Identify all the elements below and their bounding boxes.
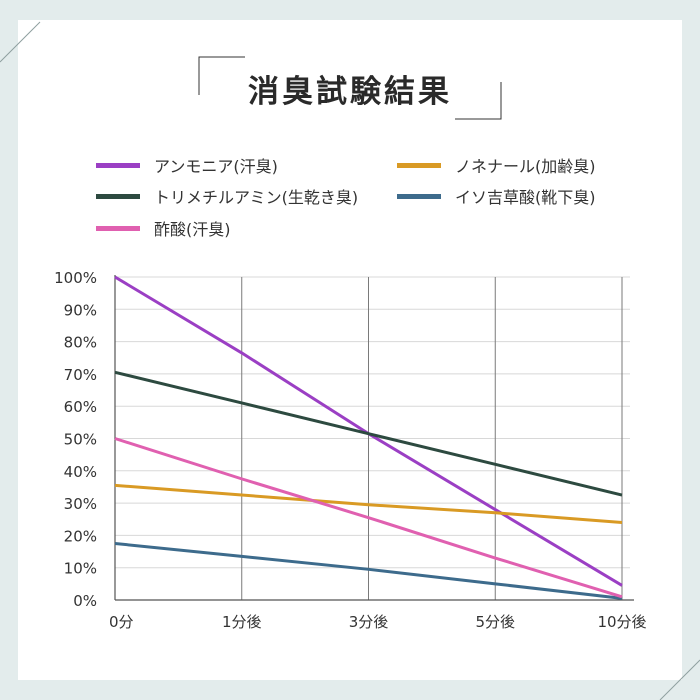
y-tick-label: 30% xyxy=(64,495,97,513)
y-tick-label: 40% xyxy=(64,463,97,481)
legend-label: トリメチルアミン(生乾き臭) xyxy=(154,188,359,207)
y-axis-tick-labels: 0% 10% 20% 30% 40% 50% 60% 70% 80% 90% 100% xyxy=(54,269,97,610)
vertical-gridlines xyxy=(241,277,623,600)
x-tick-label: 3分後 xyxy=(349,613,389,631)
legend-label: 酢酸(汗臭) xyxy=(154,220,231,239)
legend-swatch xyxy=(397,193,441,199)
legend-label: アンモニア(汗臭) xyxy=(154,157,278,176)
y-tick-label: 100% xyxy=(54,269,97,287)
chart-title: 消臭試験結果 xyxy=(248,74,452,110)
x-axis-tick-labels: 0分 1分後 3分後 5分後 10分後 xyxy=(109,613,647,631)
horizontal-gridlines xyxy=(115,276,630,569)
legend-item: 酢酸(汗臭) xyxy=(96,216,231,240)
y-tick-label: 90% xyxy=(64,301,97,319)
legend-label: ノネナール(加齢臭) xyxy=(455,157,596,176)
series-lines xyxy=(114,275,623,600)
legend-label: イソ吉草酸(靴下臭) xyxy=(455,188,596,207)
y-tick-label: 20% xyxy=(64,527,97,545)
y-tick-label: 10% xyxy=(64,560,97,578)
x-tick-label: 5分後 xyxy=(475,613,515,631)
y-tick-label: 50% xyxy=(64,431,97,449)
legend-swatch xyxy=(397,162,441,168)
series-line xyxy=(114,437,623,599)
series-line xyxy=(114,370,623,497)
title-bracket-left xyxy=(198,56,245,95)
chart-panel xyxy=(18,20,682,680)
x-tick-label: 1分後 xyxy=(222,613,262,631)
y-tick-label: 70% xyxy=(64,366,97,384)
legend-swatch xyxy=(96,162,140,168)
title-bracket-right xyxy=(455,82,502,120)
legend-item: イソ吉草酸(靴下臭) xyxy=(397,184,596,208)
legend-swatch xyxy=(96,225,140,231)
legend-item: トリメチルアミン(生乾き臭) xyxy=(96,184,358,208)
x-tick-label: 0分 xyxy=(109,613,134,631)
legend-item: ノネナール(加齢臭) xyxy=(397,153,596,177)
y-tick-label: 80% xyxy=(64,334,97,352)
axes xyxy=(114,275,634,601)
series-line xyxy=(114,483,623,524)
legend-swatch xyxy=(96,193,140,199)
legend-item: アンモニア(汗臭) xyxy=(96,153,278,177)
y-tick-label: 0% xyxy=(73,592,97,610)
title-area: 消臭試験結果 xyxy=(0,0,700,130)
series-line xyxy=(114,541,623,600)
y-tick-label: 60% xyxy=(64,398,97,416)
x-tick-label: 10分後 xyxy=(597,613,646,631)
